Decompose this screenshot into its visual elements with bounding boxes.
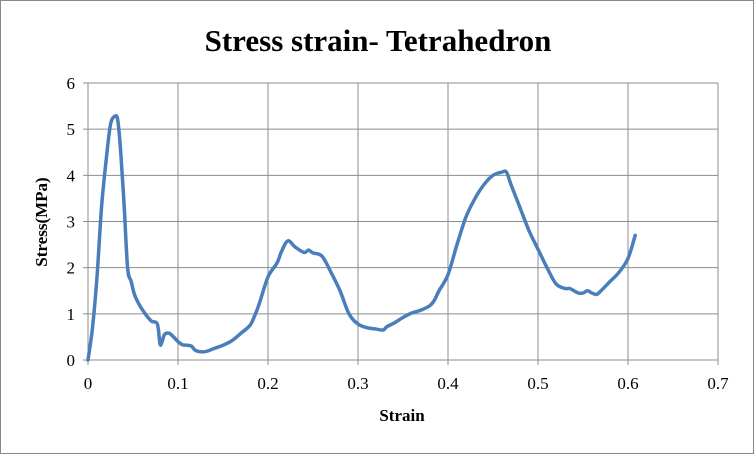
y-tick-label: 3: [67, 213, 76, 232]
x-tick-label: 0.2: [257, 374, 278, 393]
x-tick-label: 0.1: [167, 374, 188, 393]
grid-layer: [88, 82, 719, 360]
x-tick-label: 0.3: [347, 374, 368, 393]
y-tick-label: 2: [67, 259, 76, 278]
y-tick-label: 5: [67, 120, 76, 139]
x-axis-title: Strain: [379, 406, 425, 425]
y-tick-label: 6: [67, 74, 76, 93]
x-tick-label: 0.4: [437, 374, 459, 393]
y-tick-label: 1: [67, 305, 76, 324]
y-tick-label: 4: [67, 166, 76, 185]
series-layer: [86, 113, 637, 362]
x-tick-label: 0.6: [617, 374, 638, 393]
chart-title: Stress strain- Tetrahedron: [205, 23, 552, 58]
y-axis-title: Stress(MPa): [32, 177, 51, 266]
series-line-0: [86, 113, 637, 362]
x-tick-label: 0.7: [707, 374, 729, 393]
x-tick-label: 0: [84, 374, 93, 393]
y-tick-label: 0: [67, 351, 76, 370]
tick-label-layer: 0 1 2 3 4 5 6 0 0.1 0.2 0.3 0.4 0.5 0.6 0.7: [67, 74, 730, 393]
x-tick-label: 0.5: [527, 374, 548, 393]
